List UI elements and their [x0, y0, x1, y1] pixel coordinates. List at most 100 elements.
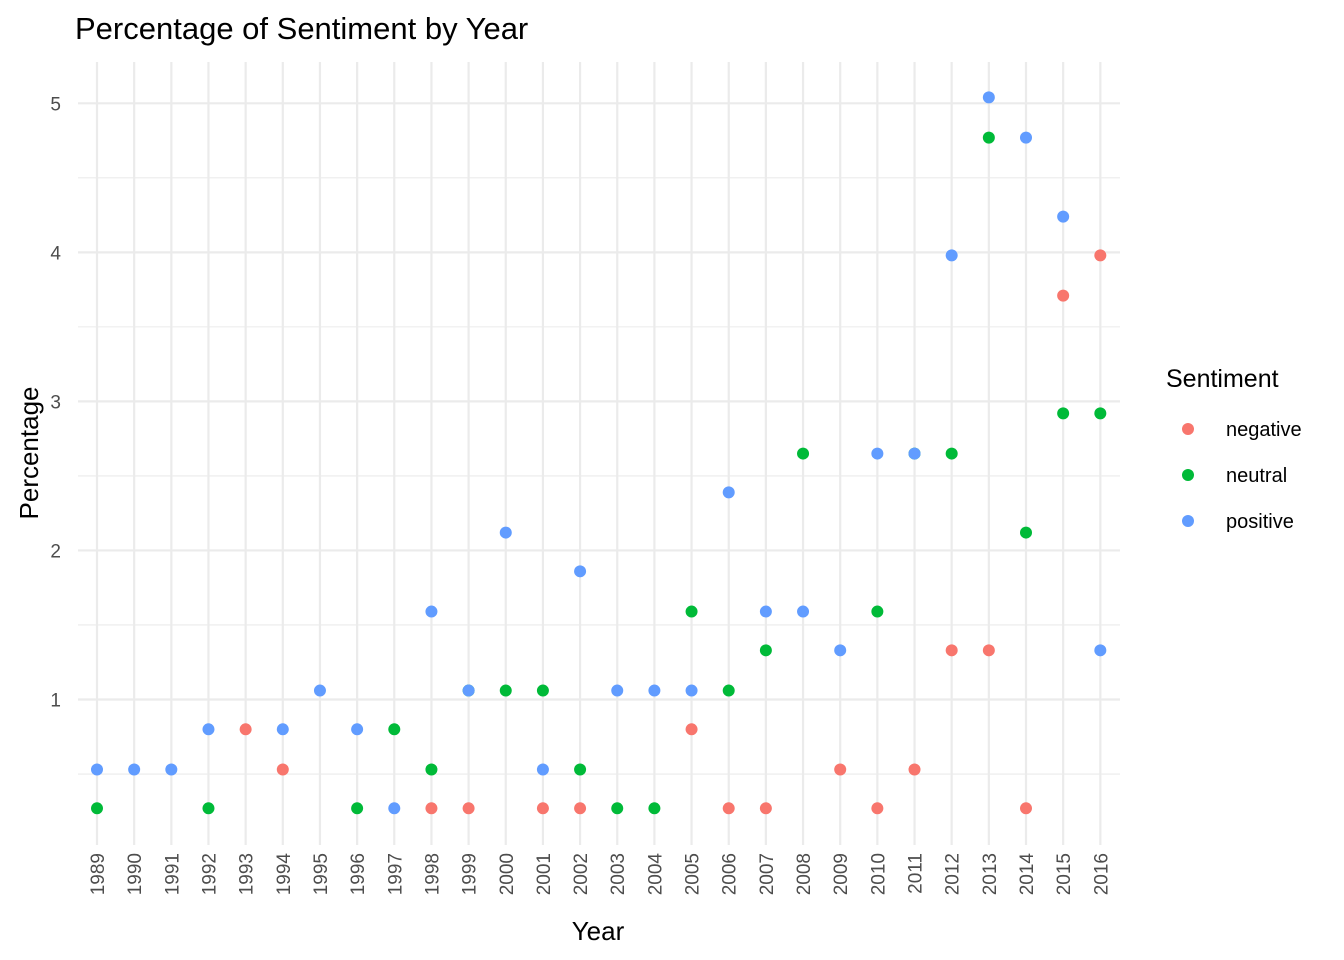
legend-key-negative: [1182, 423, 1194, 435]
x-tick-label: 2001: [534, 853, 555, 895]
data-point-positive: [313, 684, 326, 697]
x-tick-label: 2014: [1017, 853, 1038, 896]
data-point-positive: [202, 723, 215, 736]
data-point-negative: [982, 644, 995, 657]
y-tick-label: 3: [50, 392, 61, 413]
data-point-positive: [722, 486, 735, 499]
data-point-neutral: [759, 644, 772, 657]
plot-grid: [78, 62, 1120, 845]
data-point-neutral: [871, 605, 884, 618]
data-point-neutral: [499, 684, 512, 697]
x-tick-label: 2016: [1091, 853, 1112, 895]
data-point-positive: [1020, 131, 1032, 144]
data-point-negative: [722, 802, 735, 815]
data-point-positive: [425, 605, 438, 618]
data-point-positive: [982, 91, 995, 104]
data-point-neutral: [1057, 407, 1070, 420]
data-point-positive: [908, 447, 921, 460]
y-tick-label: 4: [50, 243, 61, 264]
data-point-negative: [945, 644, 958, 657]
x-tick-label: 2011: [906, 853, 927, 894]
data-point-neutral: [388, 723, 401, 736]
data-point-neutral: [536, 684, 549, 697]
data-point-negative: [1057, 289, 1070, 302]
x-tick-label: 2010: [868, 853, 889, 895]
legend: Sentiment negative neutral positive: [1166, 365, 1302, 533]
series-neutral: [91, 131, 1107, 815]
data-point-negative: [685, 723, 698, 736]
data-point-positive: [388, 802, 401, 815]
data-point-neutral: [351, 802, 364, 815]
data-point-negative: [574, 802, 587, 815]
x-tick-label: 1992: [199, 853, 220, 895]
data-point-negative: [871, 802, 884, 815]
x-tick-label: 2005: [683, 853, 704, 895]
data-point-neutral: [797, 447, 810, 460]
y-tick-label: 2: [50, 541, 61, 562]
x-tick-label: 2008: [794, 853, 815, 895]
data-point-positive: [499, 526, 512, 539]
legend-label-neutral: neutral: [1226, 465, 1287, 487]
data-point-negative: [1020, 802, 1032, 815]
data-point-neutral: [611, 802, 624, 815]
data-point-negative: [425, 802, 438, 815]
y-tick-label: 5: [50, 94, 61, 115]
x-tick-label: 2002: [571, 853, 592, 895]
data-point-neutral: [425, 763, 438, 776]
data-point-positive: [871, 447, 884, 460]
x-tick-label: 1989: [88, 853, 109, 895]
legend-key-positive: [1182, 515, 1194, 527]
data-point-neutral: [1020, 526, 1032, 539]
x-tick-label: 1994: [274, 853, 295, 896]
data-point-positive: [797, 605, 810, 618]
x-tick-label: 2006: [720, 853, 741, 895]
chart-title: Percentage of Sentiment by Year: [75, 11, 528, 46]
data-point-negative: [239, 723, 252, 736]
y-axis-title: Percentage: [14, 387, 44, 520]
data-point-positive: [462, 684, 475, 697]
series-positive: [91, 91, 1107, 815]
data-point-neutral: [91, 802, 103, 815]
legend-items: negative neutral positive: [1182, 419, 1302, 533]
data-point-negative: [276, 763, 289, 776]
data-points: [91, 91, 1107, 815]
data-point-positive: [91, 763, 103, 776]
x-tick-label: 1996: [348, 853, 369, 895]
x-tick-label: 1997: [385, 853, 406, 895]
data-point-neutral: [945, 447, 958, 460]
data-point-positive: [276, 723, 289, 736]
data-point-positive: [128, 763, 141, 776]
data-point-negative: [536, 802, 549, 815]
data-point-negative: [462, 802, 475, 815]
x-tick-label: 2007: [757, 853, 778, 895]
data-point-positive: [574, 565, 587, 578]
data-point-negative: [834, 763, 847, 776]
x-tick-label: 1991: [162, 853, 183, 895]
data-point-negative: [1094, 249, 1107, 262]
data-point-positive: [685, 684, 698, 697]
series-negative: [239, 249, 1107, 815]
y-tick-label: 1: [50, 691, 61, 712]
x-axis-title: Year: [572, 916, 625, 946]
data-point-neutral: [722, 684, 735, 697]
data-point-neutral: [202, 802, 215, 815]
legend-key-neutral: [1182, 469, 1194, 481]
data-point-positive: [648, 684, 661, 697]
x-tick-label: 1999: [460, 853, 481, 895]
data-point-neutral: [685, 605, 698, 618]
data-point-positive: [1094, 644, 1107, 657]
data-point-negative: [759, 802, 772, 815]
y-axis-ticks: 1 2 3 4 5: [50, 94, 61, 711]
x-tick-label: 1995: [311, 853, 332, 895]
data-point-positive: [1057, 210, 1070, 223]
data-point-positive: [165, 763, 178, 776]
data-point-neutral: [648, 802, 661, 815]
x-tick-label: 2013: [980, 853, 1001, 895]
data-point-positive: [759, 605, 772, 618]
data-point-positive: [611, 684, 624, 697]
legend-label-positive: positive: [1226, 511, 1294, 533]
data-point-positive: [351, 723, 364, 736]
x-tick-label: 2003: [608, 853, 629, 895]
data-point-neutral: [574, 763, 587, 776]
